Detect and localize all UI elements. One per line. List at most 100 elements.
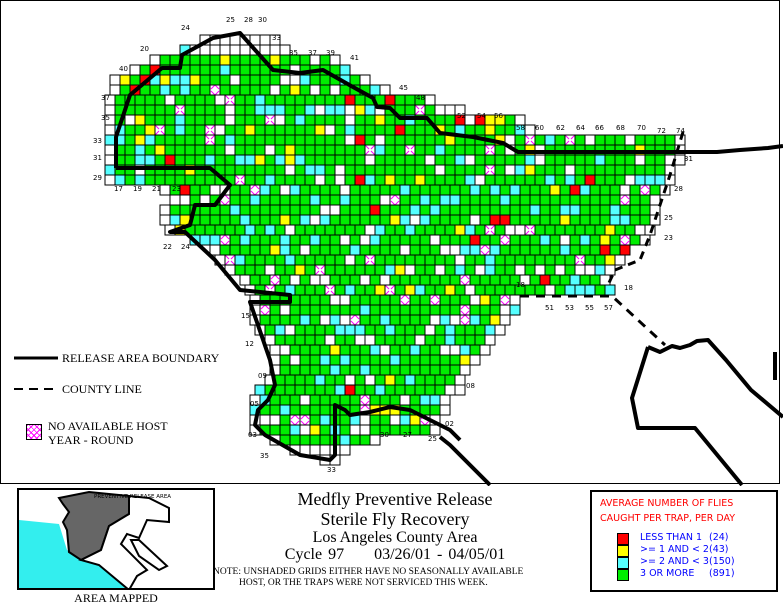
grid-cell [299,344,311,356]
grid-cell [254,104,266,116]
grid-cell [579,184,591,196]
grid-cell [599,234,611,246]
grid-cell [579,214,591,226]
grid-cell [364,324,376,336]
grid-cell [474,334,486,346]
grid-cell [374,174,386,186]
grid-cell [399,204,411,216]
grid-cell [304,224,316,236]
grid-cell [369,314,381,326]
grid-label: 37 [308,49,317,57]
grid-cell [429,424,441,436]
grid-cell [454,174,466,186]
grid-cell [274,324,286,336]
grid-cell [304,124,316,136]
grid-cell [239,74,251,86]
grid-cell [549,234,561,246]
grid-cell [414,224,426,236]
grid-label: 12 [245,340,254,348]
grid-cell [399,304,411,316]
grid-cell [199,234,211,246]
grid-cell [244,224,256,236]
grid-label: 68 [616,124,625,132]
grid-cell [239,84,251,96]
grid-label: 08 [466,382,475,390]
grid-cell [259,244,271,256]
grid-cell [344,374,356,386]
grid-cell [114,94,126,106]
grid-cell [379,414,391,426]
grid-cell [304,164,316,176]
note: NOTE: UNSHADED GRIDS EITHER HAVE NO SEAS… [213,567,573,589]
grid-cell [459,294,471,306]
grid-cell [354,284,366,296]
grid-cell [304,374,316,386]
grid-cell [279,204,291,216]
grid-cell [654,154,666,166]
grid-cell [359,364,371,376]
grid-cell [169,204,181,216]
grid-cell [384,324,396,336]
grid-cell [354,114,366,126]
grid-cell [344,154,356,166]
grid-cell [274,254,286,266]
grid-label: 30 [258,16,267,24]
grid-cell [314,114,326,126]
grid-cell [274,224,286,236]
grid-cell [654,174,666,186]
grid-cell [504,264,516,276]
grid-cell [284,124,296,136]
grid-cell [569,194,581,206]
grid-cell [269,344,281,356]
grid-cell [364,224,376,236]
grid-cell [559,234,571,246]
grid-label: 74 [676,127,685,135]
grid-cell [304,334,316,346]
grid-cell [569,274,581,286]
grid-cell [424,134,436,146]
grid-cell [204,224,216,236]
grid-cell [439,214,451,226]
grid-cell [424,264,436,276]
grid-cell [319,354,331,366]
grid-cell [239,194,251,206]
grid-cell [164,124,176,136]
grid-cell [364,374,376,386]
grid-cell [479,314,491,326]
grid-cell [334,94,346,106]
grid-cell [294,124,306,136]
grid-cell [469,314,481,326]
grid-cell [459,204,471,216]
grid-cell [599,194,611,206]
grid-cell [209,234,221,246]
grid-cell [229,244,241,256]
grid-cell [209,214,221,226]
grid-cell [549,244,561,256]
grid-cell [334,154,346,166]
grid-cell [279,214,291,226]
grid-cell [134,114,146,126]
grid-cell [324,284,336,296]
grid-cell [369,274,381,286]
grid-cell [469,274,481,286]
grid-cell [379,194,391,206]
grid-cell [444,174,456,186]
grid-cell [469,194,481,206]
grid-cell [219,74,231,86]
grid-label: 57 [604,304,613,312]
grid-cell [219,214,231,226]
grid-cell [399,184,411,196]
grid-cell [154,104,166,116]
grid-cell [409,294,421,306]
grid-cell [304,284,316,296]
grid-cell [459,214,471,226]
grid-cell [624,134,636,146]
grid-cell [654,134,666,146]
grid-cell [429,244,441,256]
grid-cell [124,154,136,166]
grid-cell [184,144,196,156]
grid-cell [279,354,291,366]
grid-cell [274,334,286,346]
grid-cell [289,214,301,226]
grid-cell [229,234,241,246]
